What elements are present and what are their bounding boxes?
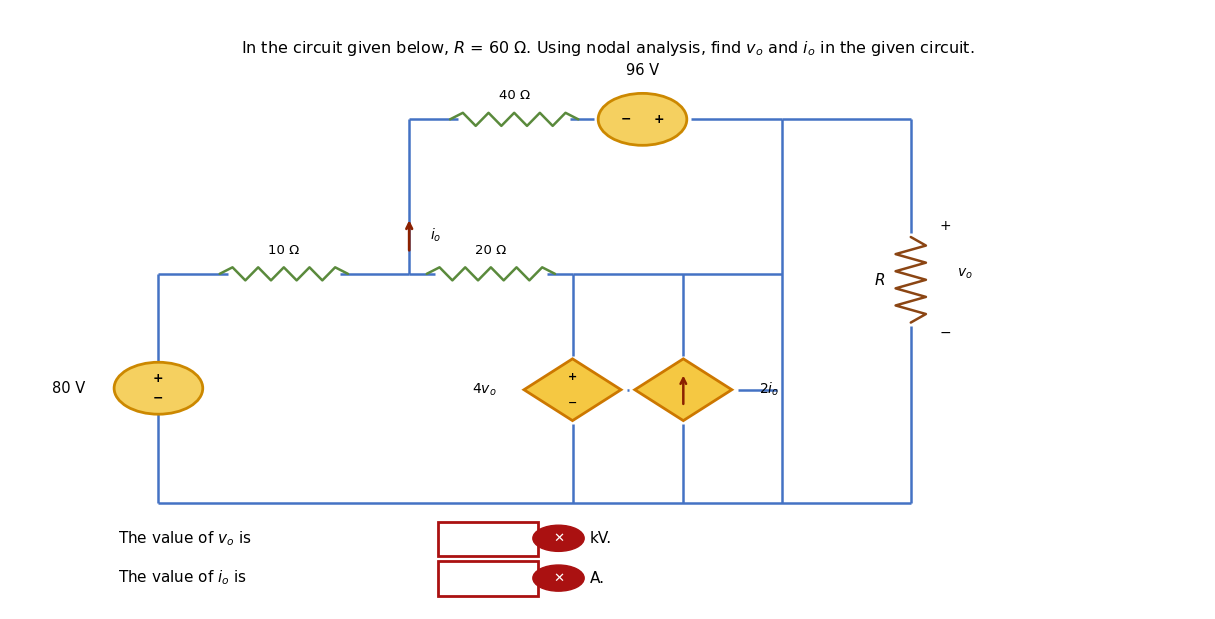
Text: ✕: ✕ bbox=[553, 571, 564, 584]
Polygon shape bbox=[524, 359, 621, 421]
Text: kV.: kV. bbox=[590, 530, 612, 546]
FancyBboxPatch shape bbox=[439, 561, 537, 596]
Text: −: − bbox=[621, 113, 631, 126]
Text: −: − bbox=[567, 397, 577, 408]
Text: 40 Ω: 40 Ω bbox=[498, 89, 530, 102]
Text: 2$i_o$: 2$i_o$ bbox=[759, 381, 779, 399]
Text: 20 Ω: 20 Ω bbox=[475, 243, 507, 257]
Text: 4$v_o$: 4$v_o$ bbox=[473, 381, 497, 398]
Text: $i_o$: $i_o$ bbox=[430, 227, 441, 244]
Text: A.: A. bbox=[590, 571, 605, 586]
Text: $v_o$: $v_o$ bbox=[957, 267, 973, 281]
Ellipse shape bbox=[114, 362, 203, 414]
Text: ✕: ✕ bbox=[553, 532, 564, 545]
Text: In the circuit given below, $R$ = 60 $\Omega$. Using nodal analysis, find $v_o$ : In the circuit given below, $R$ = 60 $\O… bbox=[241, 39, 974, 58]
Text: −: − bbox=[153, 391, 164, 404]
Text: 80 V: 80 V bbox=[52, 381, 85, 396]
Circle shape bbox=[533, 525, 584, 552]
Text: $R$: $R$ bbox=[874, 272, 885, 288]
Circle shape bbox=[533, 565, 584, 591]
Text: +: + bbox=[567, 372, 577, 382]
Text: 10 Ω: 10 Ω bbox=[269, 243, 299, 257]
Text: The value of $v_o$ is: The value of $v_o$ is bbox=[118, 529, 252, 548]
Polygon shape bbox=[634, 359, 731, 421]
Text: −: − bbox=[940, 326, 951, 340]
Text: The value of $i_o$ is: The value of $i_o$ is bbox=[118, 569, 247, 587]
Text: +: + bbox=[940, 219, 951, 233]
Ellipse shape bbox=[598, 93, 686, 145]
Text: +: + bbox=[153, 372, 164, 385]
Text: +: + bbox=[654, 113, 665, 126]
Text: 96 V: 96 V bbox=[626, 63, 659, 78]
FancyBboxPatch shape bbox=[439, 522, 537, 556]
